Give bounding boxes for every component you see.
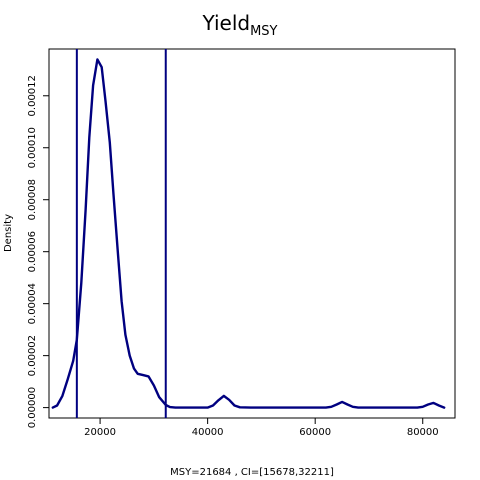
y-axis-label: Density [3, 214, 14, 252]
chart-title-main: Yield [201, 11, 250, 35]
x-tick-label: 40000 [192, 427, 224, 438]
y-tick-label: 0.00012 [27, 75, 38, 116]
plot-frame [48, 48, 456, 419]
x-tick-label: 80000 [407, 427, 439, 438]
density-curve [51, 58, 446, 409]
y-tick-label: 0.00000 [27, 387, 38, 428]
x-axis-label: MSY=21684 , CI=[15678,32211] [170, 467, 334, 478]
y-tick-label: 0.00008 [27, 179, 38, 220]
y-tick-label: 0.00010 [27, 127, 38, 168]
y-tick-label: 0.00004 [27, 283, 38, 324]
chart-title-subscript: MSY [250, 24, 277, 39]
x-tick-label: 20000 [84, 427, 116, 438]
y-tick-label: 0.00002 [27, 335, 38, 376]
y-tick-label: 0.00006 [27, 231, 38, 272]
chart-title: YieldMSY [201, 11, 277, 39]
plot-area: 20000 40000 60000 80000 0.00000 0.00002 0.0000… [27, 48, 456, 438]
x-tick-label: 60000 [299, 427, 331, 438]
